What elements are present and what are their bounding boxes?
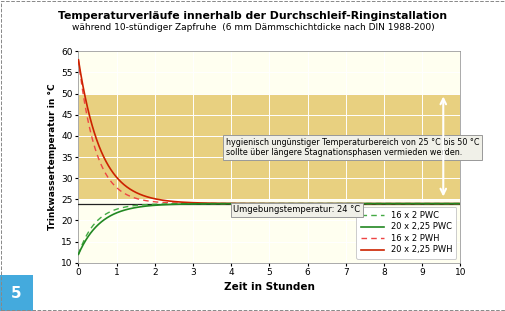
Text: Umgebungstemperatur: 24 °C: Umgebungstemperatur: 24 °C [233,206,360,214]
Text: während 10-stündiger Zapfruhe  (6 mm Dämmschichtdicke nach DIN 1988-200): während 10-stündiger Zapfruhe (6 mm Dämm… [72,23,433,32]
Bar [78,94,460,199]
Legend: 16 x 2 PWC, 20 x 2,25 PWC, 16 x 2 PWH, 20 x 2,25 PWH: 16 x 2 PWC, 20 x 2,25 PWC, 16 x 2 PWH, 2… [356,207,456,259]
Text: hygienisch ungünstiger Temperaturbereich von 25 °C bis 50 °C
sollte über längere: hygienisch ungünstiger Temperaturbereich… [225,138,478,157]
Text: Temperaturverläufe innerhalb der Durchschleif-Ringinstallation: Temperaturverläufe innerhalb der Durchsc… [58,11,447,21]
FancyBboxPatch shape [0,275,33,311]
Text: 5: 5 [11,286,21,301]
X-axis label: Zeit in Stunden: Zeit in Stunden [224,281,314,291]
Y-axis label: Trinkwassertemperatur in °C: Trinkwassertemperatur in °C [48,84,57,230]
